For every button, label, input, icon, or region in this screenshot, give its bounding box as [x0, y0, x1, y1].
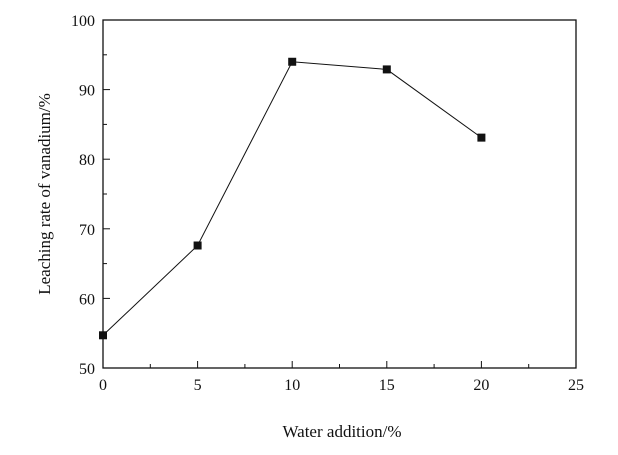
- x-tick-label: 5: [194, 377, 202, 394]
- data-point: [193, 241, 202, 250]
- ticks-layer: 0 5 10 15 20 25 50 60 70 80 90 100: [71, 13, 584, 394]
- y-tick-label: 100: [71, 13, 95, 30]
- data-point: [382, 65, 391, 74]
- y-tick-label: 60: [79, 291, 95, 308]
- data-point: [477, 133, 486, 142]
- y-axis-title: Leaching rate of vanadium/%: [35, 93, 54, 295]
- y-tick-label: 80: [79, 152, 95, 169]
- y-tick-label: 90: [79, 83, 95, 100]
- x-tick-label: 25: [568, 377, 584, 394]
- y-tick-label: 50: [79, 361, 95, 378]
- y-tick-label: 70: [79, 222, 95, 239]
- x-tick-label: 20: [473, 377, 489, 394]
- x-tick-label: 0: [99, 377, 107, 394]
- x-axis-title: Water addition/%: [282, 422, 401, 441]
- plot-frame: [102, 19, 577, 369]
- plot-area-border: [102, 19, 577, 369]
- x-tick-label: 10: [284, 377, 300, 394]
- data-point: [288, 57, 297, 66]
- data-point: [99, 331, 107, 340]
- x-tick-label: 15: [379, 377, 395, 394]
- series-layer: [99, 57, 486, 340]
- series-line: [102, 61, 482, 336]
